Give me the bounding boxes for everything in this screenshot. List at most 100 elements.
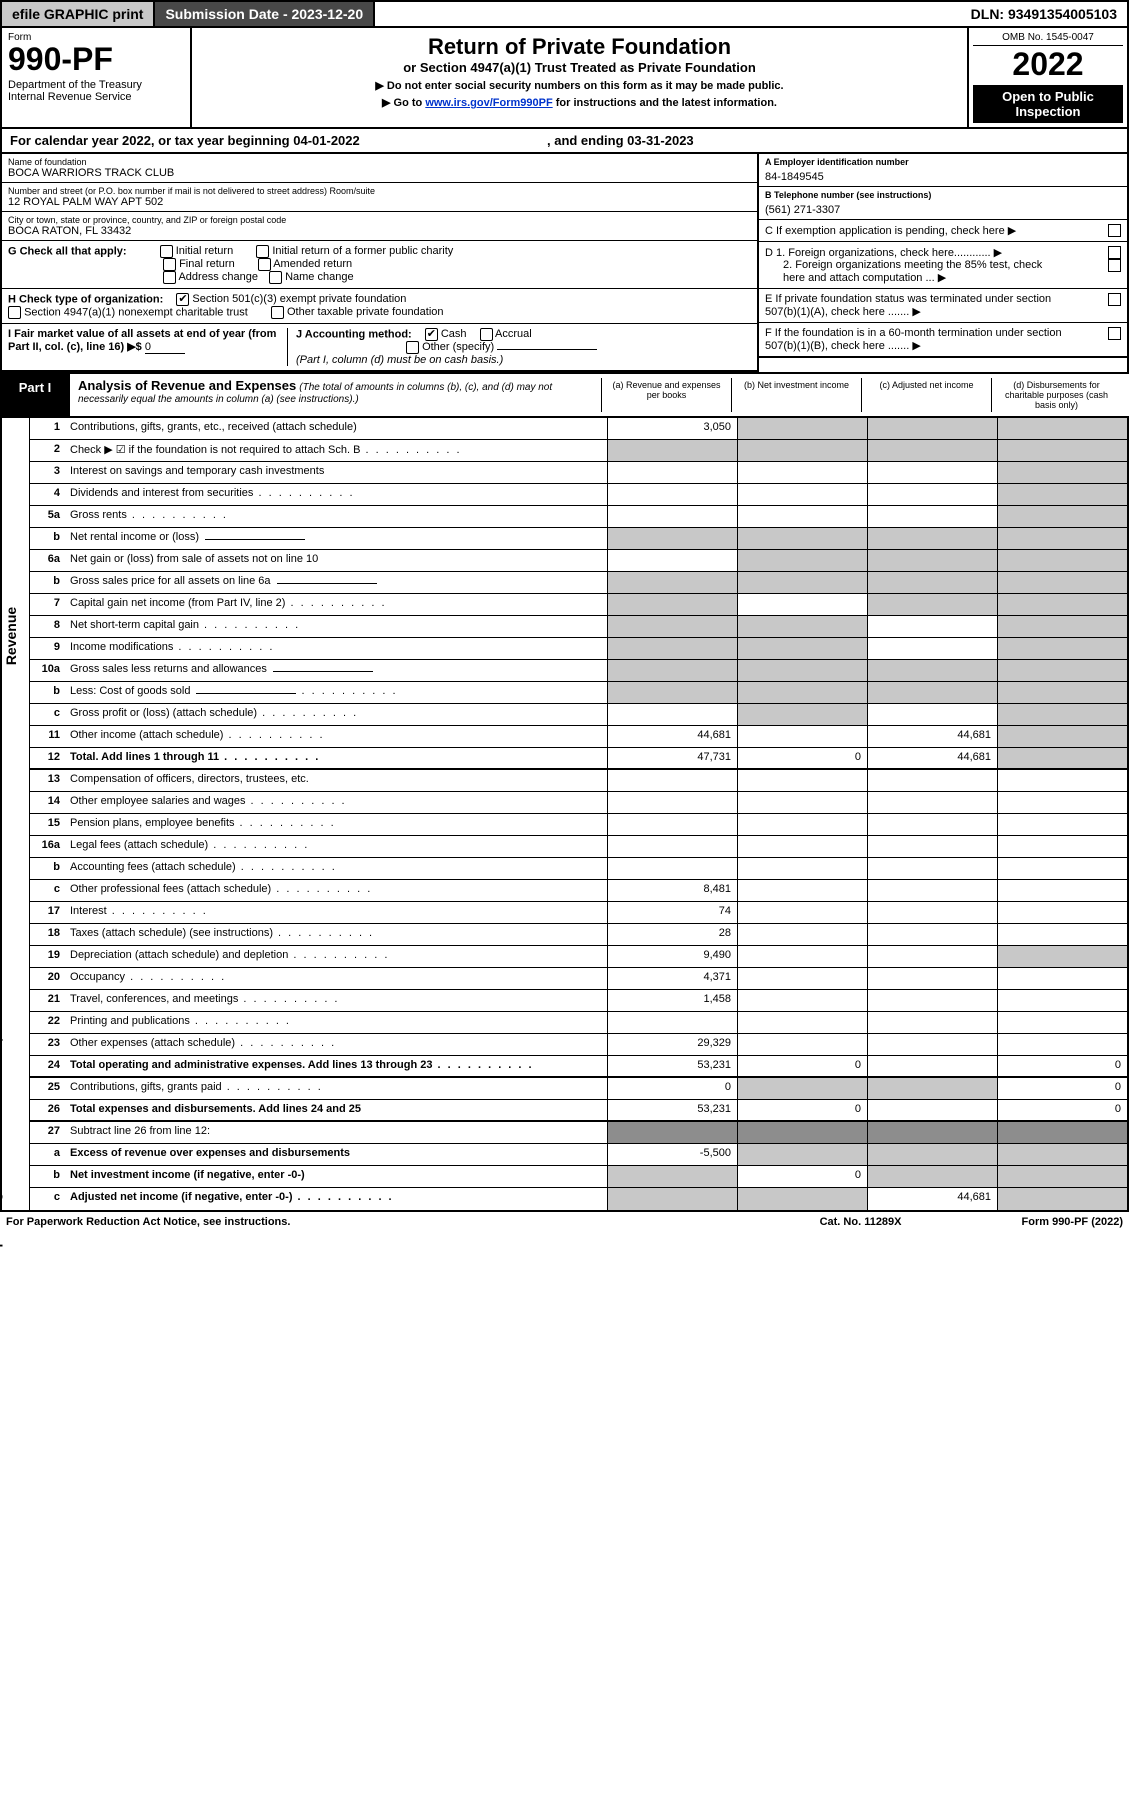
- cell: [997, 1144, 1127, 1165]
- table-row: 27Subtract line 26 from line 12:: [30, 1122, 1127, 1144]
- chk-address-change[interactable]: [163, 271, 176, 284]
- cell: [997, 748, 1127, 768]
- opt-initial-return: Initial return: [176, 245, 233, 257]
- chk-4947[interactable]: [8, 306, 21, 319]
- table-row: 25Contributions, gifts, grants paid00: [30, 1078, 1127, 1100]
- ein-label: A Employer identification number: [765, 157, 1121, 167]
- cell: [607, 550, 737, 571]
- row-desc: Printing and publications: [66, 1012, 607, 1033]
- chk-e[interactable]: [1108, 293, 1121, 306]
- cell: [997, 902, 1127, 923]
- row-desc: Gross profit or (loss) (attach schedule): [66, 704, 607, 725]
- note2-pre: ▶ Go to: [382, 97, 425, 109]
- cell: [737, 418, 867, 439]
- chk-name-change[interactable]: [269, 271, 282, 284]
- cell: 0: [997, 1056, 1127, 1076]
- cell: [867, 858, 997, 879]
- ij-row: I Fair market value of all assets at end…: [2, 324, 757, 372]
- chk-initial-former[interactable]: [256, 245, 269, 258]
- row-cells: [607, 660, 1127, 681]
- j-label: J Accounting method:: [296, 328, 412, 340]
- cell: [867, 616, 997, 637]
- cell: [737, 572, 867, 593]
- chk-initial-return[interactable]: [160, 245, 173, 258]
- row-desc: Travel, conferences, and meetings: [66, 990, 607, 1011]
- column-headers: (a) Revenue and expenses per books (b) N…: [601, 378, 1121, 412]
- cell: [997, 1166, 1127, 1187]
- cell: [867, 462, 997, 483]
- note2-post: for instructions and the latest informat…: [553, 97, 777, 109]
- row-cells: 00: [607, 1078, 1127, 1099]
- cell: [867, 1034, 997, 1055]
- chk-d2[interactable]: [1108, 259, 1121, 272]
- cell: [867, 968, 997, 989]
- row-desc: Total operating and administrative expen…: [66, 1056, 607, 1076]
- cell: [997, 924, 1127, 945]
- row-cells: [607, 638, 1127, 659]
- cell: [867, 1100, 997, 1120]
- cell: [737, 902, 867, 923]
- row-number: b: [30, 1166, 66, 1187]
- row-cells: 28: [607, 924, 1127, 945]
- cell: [867, 814, 997, 835]
- chk-other-tax[interactable]: [271, 306, 284, 319]
- row-cells: [607, 836, 1127, 857]
- cell: [867, 902, 997, 923]
- cell: [867, 1078, 997, 1099]
- identity-right: A Employer identification number 84-1849…: [757, 154, 1127, 372]
- row-desc: Interest: [66, 902, 607, 923]
- cell: 0: [737, 1056, 867, 1076]
- chk-cash[interactable]: [425, 328, 438, 341]
- name-field: Name of foundation BOCA WARRIORS TRACK C…: [2, 154, 757, 183]
- row-desc: Other expenses (attach schedule): [66, 1034, 607, 1055]
- side-labels: Revenue Operating and Administrative Exp…: [2, 418, 30, 1210]
- ein-value: 84-1849545: [765, 171, 1121, 183]
- chk-amended-return[interactable]: [258, 258, 271, 271]
- efile-label[interactable]: efile GRAPHIC print: [2, 2, 155, 26]
- row-cells: [607, 1122, 1127, 1143]
- table-row: 18Taxes (attach schedule) (see instructi…: [30, 924, 1127, 946]
- cell: [607, 440, 737, 461]
- chk-d1[interactable]: [1108, 246, 1121, 259]
- cell: [737, 968, 867, 989]
- cell: [997, 440, 1127, 461]
- footer-catno: Cat. No. 11289X: [820, 1216, 902, 1228]
- cell: [997, 572, 1127, 593]
- opt-other-tax: Other taxable private foundation: [287, 306, 444, 318]
- row-desc: Contributions, gifts, grants paid: [66, 1078, 607, 1099]
- form990pf-link[interactable]: www.irs.gov/Form990PF: [425, 97, 552, 109]
- row-cells: 0: [607, 1166, 1127, 1187]
- cell: [737, 682, 867, 703]
- cell: [867, 528, 997, 549]
- row-cells: [607, 484, 1127, 505]
- row-desc: Less: Cost of goods sold: [66, 682, 607, 703]
- chk-501c3[interactable]: [176, 293, 189, 306]
- city-value: BOCA RATON, FL 33432: [8, 225, 751, 237]
- row-desc: Pension plans, employee benefits: [66, 814, 607, 835]
- cell: [867, 836, 997, 857]
- row-desc: Interest on savings and temporary cash i…: [66, 462, 607, 483]
- chk-f[interactable]: [1108, 327, 1121, 340]
- cell: [997, 638, 1127, 659]
- ein-field: A Employer identification number 84-1849…: [759, 154, 1127, 187]
- address-label: Number and street (or P.O. box number if…: [8, 186, 751, 196]
- cell: 44,681: [867, 726, 997, 747]
- cell: [867, 704, 997, 725]
- cell: [737, 704, 867, 725]
- row-number: b: [30, 572, 66, 593]
- cell: [997, 528, 1127, 549]
- part-title: Analysis of Revenue and Expenses: [78, 378, 296, 393]
- cell: [997, 880, 1127, 901]
- opt-501c3: Section 501(c)(3) exempt private foundat…: [192, 293, 406, 305]
- row-cells: [607, 528, 1127, 549]
- chk-c[interactable]: [1108, 224, 1121, 237]
- cell: [607, 528, 737, 549]
- row-number: 15: [30, 814, 66, 835]
- opt-4947: Section 4947(a)(1) nonexempt charitable …: [24, 306, 248, 318]
- cell: [607, 770, 737, 791]
- row-number: c: [30, 1188, 66, 1210]
- phone-value: (561) 271-3307: [765, 204, 1121, 216]
- chk-final-return[interactable]: [163, 258, 176, 271]
- chk-other-method[interactable]: [406, 341, 419, 354]
- chk-accrual[interactable]: [480, 328, 493, 341]
